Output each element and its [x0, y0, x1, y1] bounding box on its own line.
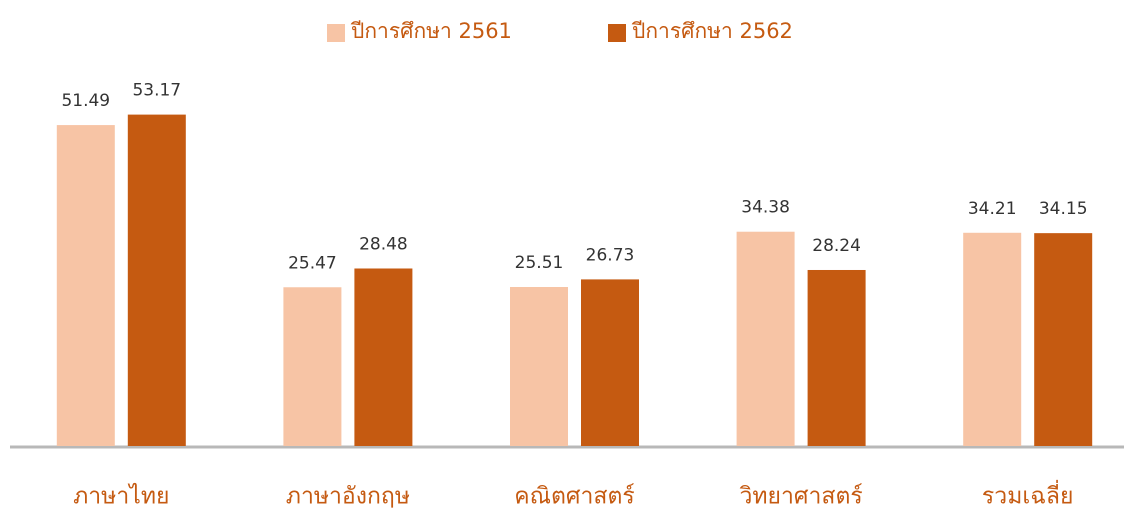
value-label: 26.73: [586, 245, 635, 265]
bar: [736, 231, 795, 446]
x-tick-label: รวมเฉลี่ย: [982, 480, 1074, 510]
legend-swatch: [327, 24, 345, 42]
value-label: 25.47: [288, 253, 337, 273]
bar: [56, 125, 115, 446]
x-tick-label: ภาษาอังกฤษ: [286, 484, 410, 510]
value-label: 51.49: [61, 91, 110, 111]
legend-label: ปีการศึกษา 2561: [350, 19, 512, 43]
bar: [963, 232, 1022, 446]
x-tick-label: วิทยาศาสตร์: [739, 483, 862, 510]
value-label: 34.38: [741, 198, 790, 218]
value-label: 53.17: [132, 81, 181, 101]
bar: [127, 114, 186, 447]
value-label: 28.24: [812, 236, 861, 256]
value-label: 28.48: [359, 234, 408, 254]
value-label: 34.15: [1039, 199, 1088, 219]
bar: [510, 287, 568, 446]
bar: [1034, 233, 1093, 446]
x-tick-label: คณิตศาสตร์: [514, 483, 635, 510]
bar: [581, 279, 639, 446]
value-label: 25.51: [515, 253, 564, 273]
legend-label: ปีการศึกษา 2562: [631, 19, 793, 43]
bar: [354, 268, 413, 446]
bar: [283, 287, 342, 446]
bar: [807, 269, 866, 446]
x-tick-label: ภาษาไทย: [73, 483, 169, 510]
value-label: 34.21: [968, 199, 1017, 219]
legend-swatch: [608, 24, 626, 42]
